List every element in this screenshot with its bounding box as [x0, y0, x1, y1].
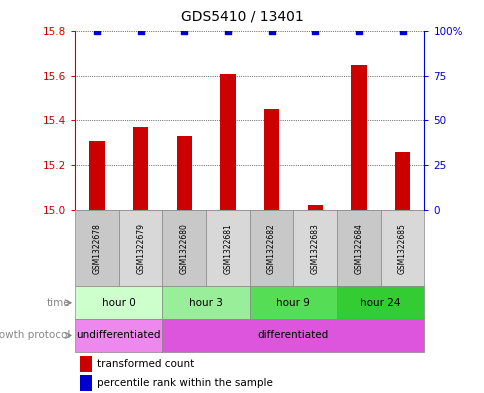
Point	[93, 28, 101, 34]
Text: transformed count: transformed count	[97, 359, 194, 369]
Bar	[80, 356, 92, 371]
Text: growth protocol: growth protocol	[0, 331, 70, 340]
Text: time: time	[46, 298, 70, 308]
Bar	[89, 141, 105, 210]
Bar	[162, 319, 424, 352]
Bar	[380, 210, 424, 286]
Point	[354, 28, 362, 34]
Text: hour 0: hour 0	[102, 298, 136, 308]
Bar	[162, 210, 206, 286]
Bar	[176, 136, 192, 210]
Bar	[293, 210, 336, 286]
Text: GSM1322685: GSM1322685	[397, 223, 406, 274]
Point	[180, 28, 188, 34]
Point	[136, 28, 144, 34]
Bar	[307, 206, 322, 210]
Bar	[75, 286, 162, 319]
Bar	[206, 210, 249, 286]
Bar	[80, 375, 92, 391]
Text: GSM1322678: GSM1322678	[92, 223, 101, 274]
Bar	[350, 64, 366, 210]
Text: GDS5410 / 13401: GDS5410 / 13401	[181, 10, 303, 24]
Bar	[220, 73, 235, 210]
Point	[398, 28, 406, 34]
Bar	[162, 286, 249, 319]
Text: GSM1322681: GSM1322681	[223, 223, 232, 274]
Text: GSM1322679: GSM1322679	[136, 223, 145, 274]
Text: hour 3: hour 3	[189, 298, 223, 308]
Bar	[394, 152, 409, 210]
Bar	[336, 286, 424, 319]
Text: GSM1322682: GSM1322682	[267, 223, 275, 274]
Text: GSM1322684: GSM1322684	[354, 223, 363, 274]
Text: percentile rank within the sample: percentile rank within the sample	[97, 378, 272, 388]
Point	[224, 28, 231, 34]
Point	[267, 28, 275, 34]
Text: GSM1322680: GSM1322680	[180, 223, 188, 274]
Bar	[75, 319, 162, 352]
Bar	[119, 210, 162, 286]
Text: hour 9: hour 9	[276, 298, 310, 308]
Bar	[249, 210, 293, 286]
Text: hour 24: hour 24	[360, 298, 400, 308]
Bar	[249, 286, 336, 319]
Bar	[263, 109, 279, 210]
Bar	[336, 210, 380, 286]
Point	[311, 28, 318, 34]
Text: GSM1322683: GSM1322683	[310, 223, 319, 274]
Bar	[75, 210, 119, 286]
Bar	[133, 127, 148, 210]
Text: undifferentiated: undifferentiated	[76, 331, 161, 340]
Text: differentiated: differentiated	[257, 331, 328, 340]
